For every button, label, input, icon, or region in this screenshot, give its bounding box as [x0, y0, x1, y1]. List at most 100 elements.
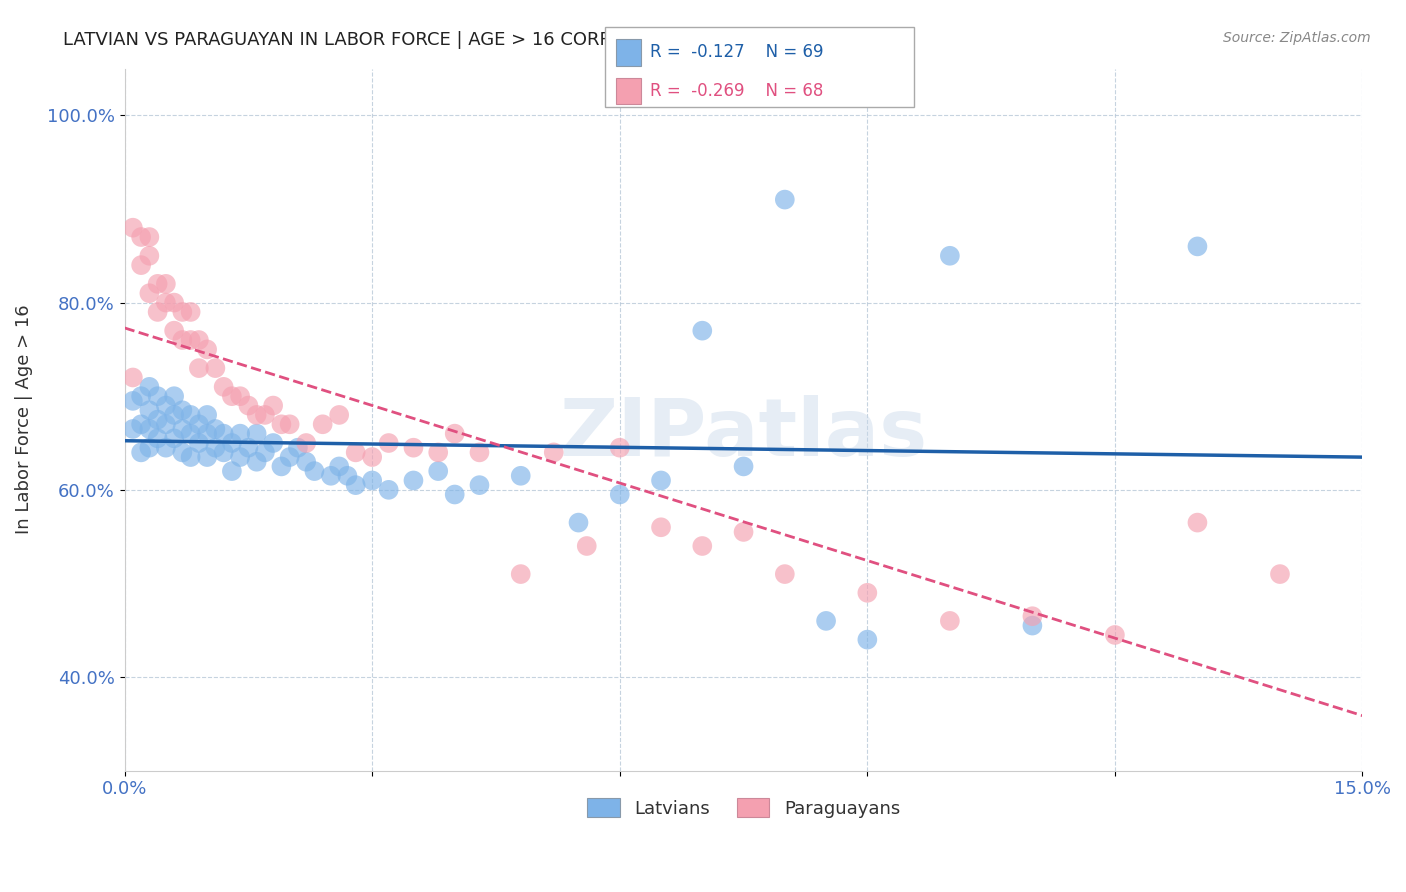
Point — [377, 436, 399, 450]
Point — [121, 220, 143, 235]
Point — [253, 408, 276, 422]
Point — [172, 403, 194, 417]
Point — [1268, 567, 1291, 582]
Point — [155, 417, 177, 432]
Point — [344, 478, 367, 492]
Point — [163, 324, 186, 338]
Point — [163, 408, 186, 422]
Point — [939, 614, 962, 628]
Point — [287, 441, 309, 455]
Point — [361, 450, 384, 464]
Point — [690, 324, 713, 338]
Point — [295, 455, 318, 469]
Point — [155, 399, 177, 413]
Point — [278, 417, 301, 432]
Point — [246, 455, 269, 469]
Point — [204, 422, 226, 436]
Point — [187, 417, 209, 432]
Point — [229, 426, 252, 441]
Point — [238, 399, 260, 413]
Point — [121, 393, 143, 408]
Point — [344, 445, 367, 459]
Point — [180, 450, 202, 464]
Point — [229, 450, 252, 464]
Point — [609, 441, 631, 455]
Point — [856, 632, 879, 647]
Point — [1104, 628, 1126, 642]
Point — [427, 445, 450, 459]
Point — [939, 249, 962, 263]
Point — [212, 380, 235, 394]
Point — [121, 370, 143, 384]
Point — [146, 431, 169, 445]
Point — [328, 459, 350, 474]
Point — [509, 468, 531, 483]
Point — [650, 520, 672, 534]
Point — [187, 361, 209, 376]
Point — [1021, 609, 1043, 624]
Text: R =  -0.269    N = 68: R = -0.269 N = 68 — [650, 82, 823, 100]
Point — [129, 445, 152, 459]
Point — [195, 343, 218, 357]
Point — [146, 277, 169, 291]
Point — [146, 389, 169, 403]
Point — [246, 426, 269, 441]
Point — [609, 487, 631, 501]
Point — [690, 539, 713, 553]
Point — [733, 524, 755, 539]
Point — [427, 464, 450, 478]
Text: ZIPatlas: ZIPatlas — [560, 394, 928, 473]
Point — [815, 614, 838, 628]
Point — [295, 436, 318, 450]
Point — [138, 380, 160, 394]
Point — [262, 436, 284, 450]
Point — [195, 408, 218, 422]
Point — [204, 361, 226, 376]
Legend: Latvians, Paraguayans: Latvians, Paraguayans — [579, 791, 907, 825]
Point — [238, 441, 260, 455]
Point — [138, 286, 160, 301]
Point — [229, 389, 252, 403]
Point — [1187, 516, 1209, 530]
Point — [121, 422, 143, 436]
Point — [270, 459, 292, 474]
Point — [221, 436, 243, 450]
Point — [278, 450, 301, 464]
Point — [195, 450, 218, 464]
Point — [138, 249, 160, 263]
Point — [187, 436, 209, 450]
Text: R =  -0.127    N = 69: R = -0.127 N = 69 — [650, 44, 823, 62]
Point — [172, 422, 194, 436]
Point — [402, 474, 425, 488]
Point — [172, 333, 194, 347]
Point — [138, 403, 160, 417]
Point — [253, 445, 276, 459]
Point — [180, 333, 202, 347]
Point — [155, 441, 177, 455]
Point — [146, 412, 169, 426]
Text: LATVIAN VS PARAGUAYAN IN LABOR FORCE | AGE > 16 CORRELATION CHART: LATVIAN VS PARAGUAYAN IN LABOR FORCE | A… — [63, 31, 755, 49]
Point — [138, 230, 160, 244]
Point — [155, 277, 177, 291]
Point — [336, 468, 359, 483]
Point — [221, 464, 243, 478]
Point — [1021, 618, 1043, 632]
Point — [733, 459, 755, 474]
Point — [180, 426, 202, 441]
Point — [129, 258, 152, 272]
Point — [443, 426, 465, 441]
Point — [155, 295, 177, 310]
Point — [172, 305, 194, 319]
Point — [1187, 239, 1209, 253]
Point — [856, 586, 879, 600]
Point — [129, 389, 152, 403]
Point — [246, 408, 269, 422]
Point — [212, 426, 235, 441]
Point — [172, 445, 194, 459]
Text: Source: ZipAtlas.com: Source: ZipAtlas.com — [1223, 31, 1371, 45]
Point — [129, 417, 152, 432]
Point — [146, 305, 169, 319]
Point — [311, 417, 333, 432]
Point — [543, 445, 565, 459]
Point — [361, 474, 384, 488]
